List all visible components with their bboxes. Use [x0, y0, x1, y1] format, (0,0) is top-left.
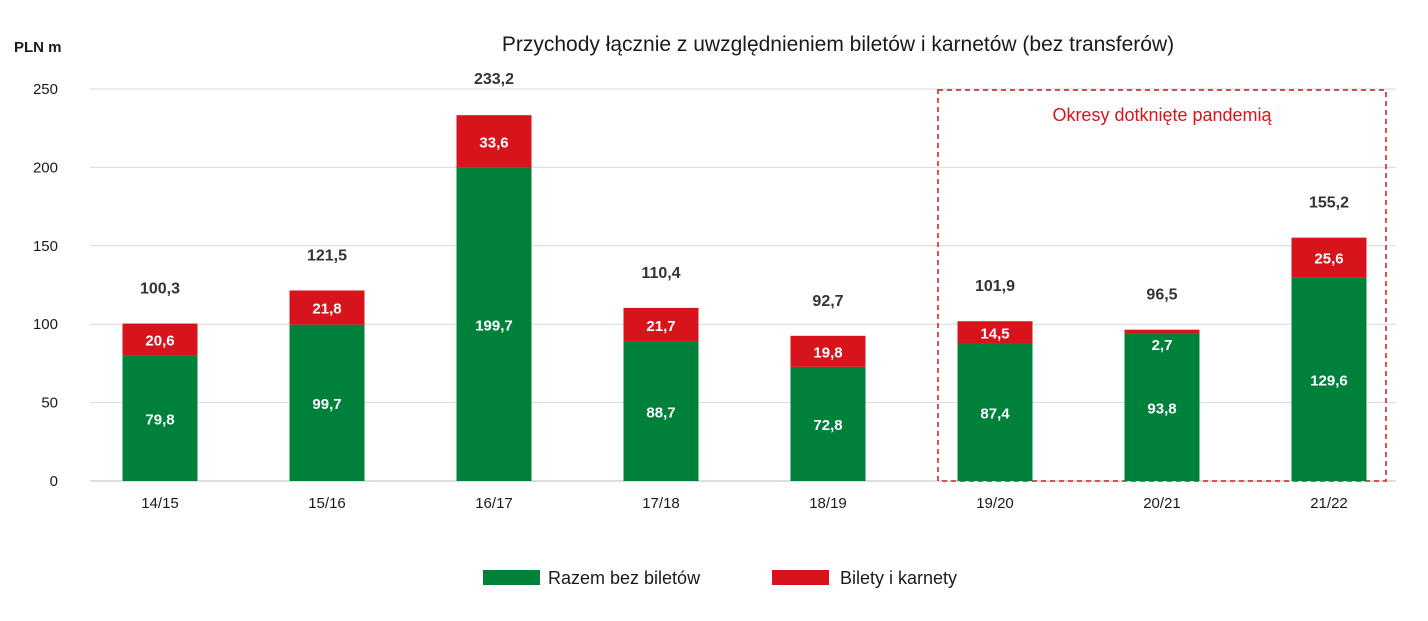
bar-razem-bez-biletow [456, 167, 532, 481]
chart-title: Przychody łącznie z uwzględnieniem bilet… [502, 33, 1174, 56]
x-tick-label: 18/19 [809, 495, 847, 512]
data-label-razem-bez-biletow: 129,6 [1310, 372, 1348, 389]
data-label-bilety-i-karnety: 33,6 [479, 135, 508, 152]
pandemic-label: Okresy dotknięte pandemią [1052, 105, 1272, 125]
legend-swatch-razem-bez-biletow [483, 570, 540, 585]
y-tick-label: 250 [33, 81, 58, 98]
bar-razem-bez-biletow [122, 355, 198, 481]
bar-bilety-i-karnety [1291, 237, 1367, 278]
x-axis-ticks: 14/15 15/16 16/17 17/18 18/19 19/20 20/21 21/22 [141, 495, 1348, 512]
bar-bilety-i-karnety [957, 321, 1033, 344]
data-label-bilety-i-karnety: 19,8 [813, 344, 842, 361]
x-tick-label: 17/18 [642, 495, 680, 512]
data-label-razem-bez-biletow: 87,4 [980, 405, 1010, 422]
bar-razem-bez-biletow [790, 366, 866, 481]
data-label-bilety-i-karnety: 21,7 [646, 318, 675, 335]
data-label-bilety-i-karnety: 21,8 [312, 301, 341, 318]
bar-bilety-i-karnety [790, 335, 866, 367]
x-tick-label: 21/22 [1310, 495, 1348, 512]
data-label-razem-bez-biletow: 99,7 [312, 396, 341, 413]
y-tick-label: 0 [50, 473, 58, 490]
legend-swatch-bilety-i-karnety [772, 570, 829, 585]
bar-bilety-i-karnety [456, 115, 532, 168]
y-tick-label: 50 [41, 395, 58, 412]
y-tick-label: 100 [33, 316, 58, 333]
data-label-razem-bez-biletow: 72,8 [813, 417, 842, 434]
x-tick-label: 14/15 [141, 495, 179, 512]
total-label: 96,5 [1146, 287, 1177, 304]
total-label: 155,2 [1309, 195, 1349, 212]
total-label: 100,3 [140, 281, 180, 298]
legend-label-bilety-i-karnety: Bilety i karnety [840, 568, 957, 588]
bar-razem-bez-biletow [1124, 333, 1200, 481]
data-label-bilety-i-karnety: 25,6 [1314, 251, 1343, 268]
x-tick-label: 16/17 [475, 495, 513, 512]
data-label-bilety-i-karnety: 20,6 [145, 333, 174, 350]
bar-razem-bez-biletow [957, 343, 1033, 481]
x-tick-label: 20/21 [1143, 495, 1181, 512]
y-tick-label: 150 [33, 238, 58, 255]
data-label-razem-bez-biletow: 88,7 [646, 404, 675, 421]
total-label: 121,5 [307, 247, 347, 264]
data-label-razem-bez-biletow: 199,7 [475, 317, 513, 334]
x-tick-label: 19/20 [976, 495, 1014, 512]
legend-label-razem-bez-biletow: Razem bez biletów [548, 568, 701, 588]
legend: Razem bez biletów Bilety i karnety [483, 568, 957, 588]
total-label: 92,7 [812, 293, 843, 310]
y-tick-label: 200 [33, 159, 58, 176]
bar-razem-bez-biletow [623, 341, 699, 481]
bars: 79,8 20,6 100,3 99,7 21,8 121,5 199,7 33,6 233,2… [122, 71, 1367, 481]
data-label-bilety-i-karnety: 2,7 [1152, 337, 1173, 354]
bar-razem-bez-biletow [289, 324, 365, 481]
y-axis-unit-label: PLN m [14, 39, 62, 56]
total-label: 233,2 [474, 71, 514, 88]
data-label-razem-bez-biletow: 93,8 [1147, 400, 1176, 417]
total-label: 101,9 [975, 278, 1015, 295]
bar-bilety-i-karnety [623, 307, 699, 342]
gridlines [90, 88, 1396, 482]
bar-bilety-i-karnety [122, 323, 198, 356]
data-label-razem-bez-biletow: 79,8 [145, 411, 174, 428]
y-axis-ticks: 0 50 100 150 200 250 [33, 81, 58, 490]
bar-bilety-i-karnety [289, 290, 365, 325]
total-label: 110,4 [641, 265, 680, 282]
x-tick-label: 15/16 [308, 495, 346, 512]
data-label-bilety-i-karnety: 14,5 [980, 326, 1009, 343]
bar-bilety-i-karnety [1124, 329, 1200, 334]
bar-razem-bez-biletow [1291, 277, 1367, 481]
